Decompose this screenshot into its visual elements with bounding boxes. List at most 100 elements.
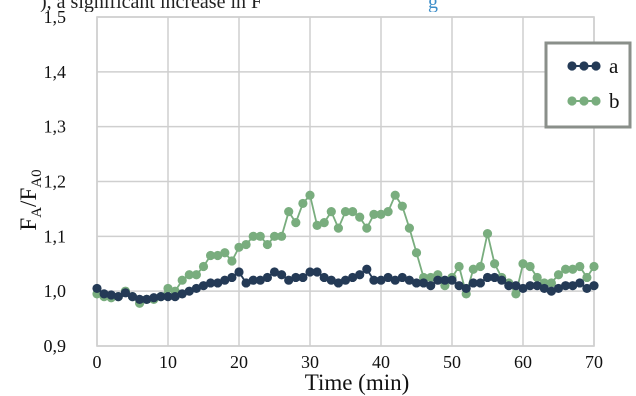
series-a-point <box>305 267 315 277</box>
series-a-point <box>198 281 209 291</box>
series-b-point <box>284 207 294 217</box>
series-b-point <box>298 198 308 209</box>
series-b-point <box>241 239 251 250</box>
x-tick-label: 70 <box>585 352 603 372</box>
series-b-point <box>518 259 528 269</box>
series-a-point <box>355 270 365 280</box>
series-a-point <box>433 275 443 285</box>
series-a-point <box>561 281 571 291</box>
series-b-point <box>482 228 493 239</box>
series-a-point <box>113 292 123 302</box>
series-b-point <box>582 272 592 283</box>
series-a-point <box>312 267 322 277</box>
series-a-point <box>284 275 294 285</box>
series-a-point <box>170 292 180 302</box>
series-b-point <box>262 239 272 250</box>
series-a-point <box>191 283 201 294</box>
series-a-point <box>482 272 493 283</box>
series-a-point <box>511 281 521 291</box>
series-a-point <box>504 281 514 291</box>
series-a-point <box>163 292 173 302</box>
series-a-point <box>575 278 585 288</box>
series-a-point <box>390 275 400 285</box>
series-b-point <box>454 261 464 272</box>
series-a-point <box>99 289 109 299</box>
series-a-point <box>149 293 159 303</box>
series-a-point <box>333 278 343 288</box>
series-b-point <box>376 209 386 219</box>
series-b-point <box>468 264 478 274</box>
series-a-point <box>156 292 166 302</box>
series-a <box>92 264 599 304</box>
x-tick-label: 40 <box>372 352 390 372</box>
x-tick-label: 30 <box>301 352 319 372</box>
series-b-point <box>177 275 187 285</box>
series-b-point <box>248 231 258 241</box>
x-tick-label: 0 <box>93 352 102 372</box>
series-b-point <box>255 231 265 241</box>
series-b-point <box>234 242 244 252</box>
y-axis-title: FA/FA0 <box>16 169 45 230</box>
series-a-point <box>419 278 429 288</box>
series-b-point <box>277 231 287 241</box>
series-a-point <box>277 270 287 280</box>
series-b-point <box>383 207 393 217</box>
series-a-point <box>255 275 265 285</box>
series-b-point <box>319 218 329 228</box>
series-a-point <box>319 272 329 283</box>
series-a-point <box>177 289 187 299</box>
series-b-point <box>220 248 230 258</box>
series-b-point <box>397 201 407 211</box>
series-b-point <box>589 261 599 272</box>
series-b-point <box>312 220 322 230</box>
legend-label-a: a <box>609 54 619 78</box>
y-tick-label: 1,4 <box>44 62 67 82</box>
series-a-point <box>589 281 599 291</box>
series-a-point <box>404 275 414 285</box>
legend-item-a: a <box>567 54 619 78</box>
series-b-point <box>426 272 436 283</box>
series-b-point <box>326 207 336 217</box>
y-axis-ticks: 0,9 1,0 1,1 1,2 1,3 1,4 1,5 <box>44 7 67 356</box>
legend-marker-b <box>579 96 589 106</box>
series-a-point <box>490 272 500 283</box>
series-a-point <box>411 278 422 288</box>
series-a-point <box>518 283 528 294</box>
series-b-point <box>348 207 358 217</box>
series-b-point <box>227 256 237 266</box>
series-b-point <box>568 264 578 274</box>
series-a-point <box>326 275 336 285</box>
series-a-point <box>383 272 393 283</box>
x-tick-label: 50 <box>443 352 461 372</box>
y-tick-label: 1,0 <box>44 281 67 301</box>
y-tick-label: 1,2 <box>44 172 67 192</box>
series-a-point <box>135 294 145 304</box>
series-b-point <box>198 261 209 272</box>
series-b-point <box>390 190 400 200</box>
x-axis-ticks: 0 10 20 30 40 50 60 70 <box>93 352 604 372</box>
series-b-point <box>404 223 414 233</box>
series-a-point <box>298 272 308 283</box>
y-tick-label: 0,9 <box>44 336 67 356</box>
series-a-point <box>120 288 130 298</box>
series-a-point <box>248 275 258 285</box>
series-b-point <box>184 270 194 280</box>
series-b-point <box>269 231 280 241</box>
series-a-point <box>369 275 379 285</box>
caption-highlight: g <box>428 0 438 12</box>
series-a-point <box>206 278 216 288</box>
legend-marker-a <box>591 61 601 71</box>
legend-marker-b <box>567 96 577 106</box>
series-b-point <box>163 283 173 294</box>
series-b-point <box>333 223 343 233</box>
series-a-point <box>184 286 194 296</box>
legend-marker-a <box>567 61 577 71</box>
series-b-point <box>305 190 315 200</box>
series-a-point <box>461 283 471 294</box>
series-a-point <box>241 278 251 288</box>
series-b-point <box>561 264 571 274</box>
series-a-point <box>525 281 535 291</box>
series-a-point <box>568 281 578 291</box>
series-a-point <box>213 278 223 288</box>
